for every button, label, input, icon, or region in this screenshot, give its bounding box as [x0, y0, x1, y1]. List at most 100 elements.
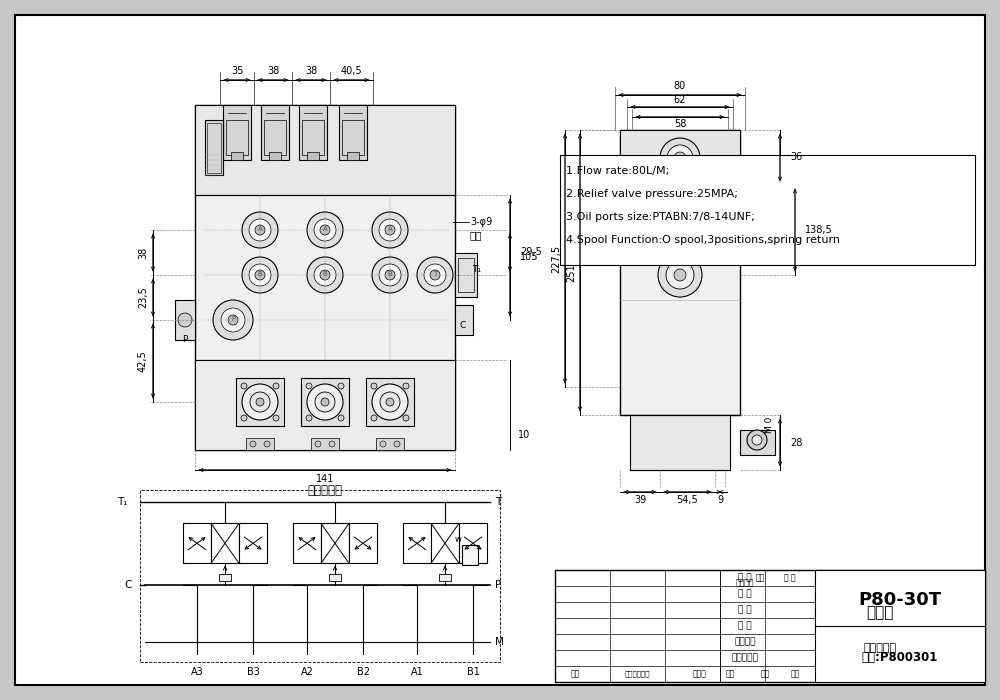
- Bar: [462, 545, 478, 565]
- Text: C: C: [125, 580, 132, 589]
- Text: 校 图: 校 图: [738, 606, 752, 615]
- Circle shape: [417, 257, 453, 293]
- Bar: [223, 105, 251, 160]
- Text: P80-30T: P80-30T: [858, 592, 942, 609]
- Text: 138,5: 138,5: [805, 225, 833, 235]
- Text: B: B: [388, 271, 392, 277]
- Text: T: T: [433, 271, 437, 277]
- Text: 编号:P800301: 编号:P800301: [862, 651, 938, 664]
- Circle shape: [241, 383, 247, 389]
- Text: 39: 39: [634, 495, 646, 505]
- Circle shape: [178, 313, 192, 327]
- Circle shape: [250, 392, 270, 412]
- Circle shape: [372, 257, 408, 293]
- Bar: [403, 524, 431, 564]
- Circle shape: [307, 384, 343, 420]
- Bar: [236, 378, 284, 426]
- Text: 29,5: 29,5: [520, 248, 542, 258]
- Circle shape: [380, 392, 400, 412]
- Text: A: A: [258, 226, 262, 232]
- Bar: [439, 574, 451, 582]
- Text: 80: 80: [674, 81, 686, 91]
- Circle shape: [403, 415, 409, 421]
- Bar: [431, 524, 459, 564]
- Bar: [342, 120, 364, 155]
- Text: 251: 251: [566, 263, 576, 282]
- Circle shape: [372, 384, 408, 420]
- Text: 重量: 重量: [755, 573, 765, 582]
- Circle shape: [380, 441, 386, 447]
- Bar: [183, 524, 211, 564]
- Circle shape: [250, 441, 256, 447]
- Bar: [301, 378, 349, 426]
- Bar: [219, 574, 231, 582]
- Text: 标准化检查: 标准化检查: [732, 654, 758, 662]
- Circle shape: [667, 145, 693, 171]
- Text: A2: A2: [301, 667, 313, 677]
- Text: A: A: [323, 226, 327, 232]
- Text: M: M: [495, 637, 504, 647]
- Text: 10: 10: [518, 430, 530, 440]
- Text: P: P: [182, 335, 188, 344]
- Circle shape: [747, 430, 767, 450]
- Text: 4.Spool Function:O spool,3positions,spring return: 4.Spool Function:O spool,3positions,spri…: [566, 235, 840, 245]
- Circle shape: [660, 138, 700, 178]
- Bar: [231, 152, 243, 160]
- Bar: [740, 430, 775, 455]
- Circle shape: [674, 152, 686, 164]
- Bar: [269, 152, 281, 160]
- Text: 设计单位名称: 设计单位名称: [624, 671, 650, 678]
- Circle shape: [371, 415, 377, 421]
- Text: 制 图: 制 图: [738, 589, 752, 598]
- Circle shape: [752, 435, 762, 445]
- Circle shape: [242, 212, 278, 248]
- Bar: [347, 152, 359, 160]
- Circle shape: [403, 383, 409, 389]
- Circle shape: [264, 441, 270, 447]
- Circle shape: [320, 225, 330, 235]
- Text: 38: 38: [138, 246, 148, 258]
- Circle shape: [273, 415, 279, 421]
- Circle shape: [314, 264, 336, 286]
- Text: M 0: M 0: [766, 416, 774, 433]
- Bar: [815, 570, 985, 682]
- Text: 9: 9: [717, 495, 723, 505]
- Text: 54,5: 54,5: [676, 495, 698, 505]
- Bar: [195, 105, 455, 195]
- Text: 38: 38: [305, 66, 317, 76]
- Text: B: B: [258, 271, 262, 277]
- Text: 工艺检查: 工艺检查: [734, 638, 756, 647]
- Text: 签名: 签名: [570, 669, 580, 678]
- Text: P: P: [495, 580, 501, 589]
- Circle shape: [338, 383, 344, 389]
- Text: 105: 105: [520, 253, 538, 262]
- Text: B3: B3: [247, 667, 259, 677]
- Text: 58: 58: [674, 119, 686, 129]
- Text: 227,5: 227,5: [551, 244, 561, 272]
- Text: 3.Oil ports size:PTABN:7/8-14UNF;: 3.Oil ports size:PTABN:7/8-14UNF;: [566, 212, 755, 222]
- Circle shape: [314, 219, 336, 241]
- Circle shape: [255, 270, 265, 280]
- Circle shape: [424, 264, 446, 286]
- Text: 23,5: 23,5: [138, 286, 148, 309]
- Bar: [175, 300, 195, 340]
- Bar: [560, 155, 975, 265]
- Bar: [455, 305, 473, 335]
- Bar: [376, 438, 404, 450]
- Text: w: w: [455, 535, 461, 544]
- Text: P: P: [231, 316, 235, 322]
- Bar: [302, 120, 324, 155]
- Text: 设 计: 设 计: [738, 573, 752, 582]
- Text: 日期: 日期: [725, 669, 735, 678]
- Bar: [261, 105, 289, 160]
- Circle shape: [249, 264, 271, 286]
- Circle shape: [213, 300, 253, 340]
- Bar: [205, 120, 223, 175]
- Text: 1.Flow rate:80L/M;: 1.Flow rate:80L/M;: [566, 166, 669, 176]
- Bar: [246, 438, 274, 450]
- Bar: [293, 524, 321, 564]
- Bar: [630, 415, 730, 470]
- Bar: [140, 490, 500, 662]
- Circle shape: [255, 225, 265, 235]
- Circle shape: [385, 225, 395, 235]
